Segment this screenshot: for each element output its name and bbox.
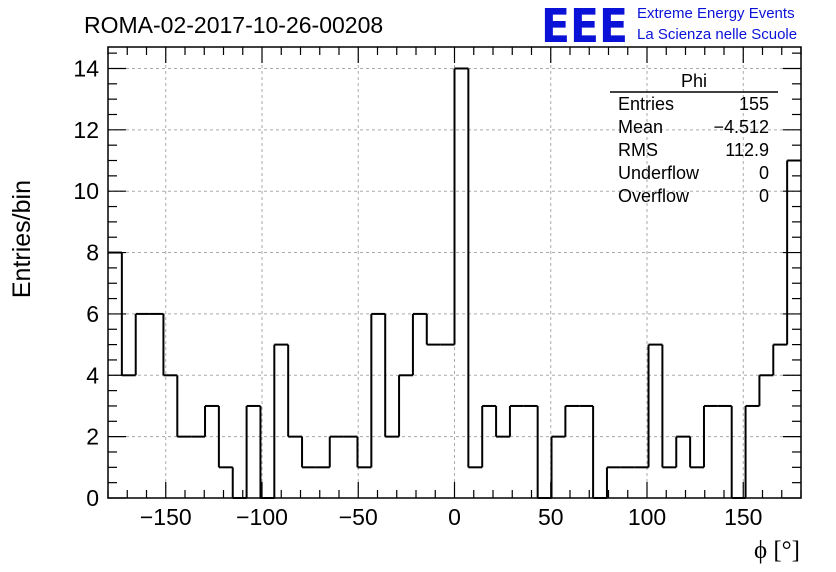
axes: [107, 46, 802, 499]
stats-rows: Entries 155 Mean −4.512 RMS 112.9 Underflow 0 Ov…: [618, 94, 769, 206]
y-tick-label: 2: [86, 424, 99, 450]
x-tick-label: 0: [448, 504, 461, 530]
y-tick-label: 0: [86, 485, 99, 511]
x-tick-label: −150: [140, 504, 192, 530]
y-tick-label: 6: [86, 301, 99, 327]
stats-row-label: RMS: [618, 140, 658, 160]
logo-line-1: Extreme Energy Events: [637, 5, 795, 22]
x-axis-label: ϕ [°]: [754, 537, 800, 564]
x-tick-labels: −150 −100 −50 0 50 100 150: [140, 504, 763, 530]
y-axis-label: Entries/bin: [8, 180, 36, 298]
y-tick-label: 12: [73, 117, 99, 143]
stats-row-label: Entries: [618, 94, 674, 114]
x-tick-label: −50: [339, 504, 378, 530]
stats-box: Phi Entries 155 Mean −4.512 RMS 112.9 Underflo…: [610, 71, 778, 206]
chart-title: ROMA-02-2017-10-26-00208: [84, 12, 383, 38]
stats-row-value: −4.512: [713, 117, 769, 137]
stats-title: Phi: [681, 71, 707, 91]
y-tick-label: 14: [73, 55, 99, 81]
stats-row-label: Underflow: [618, 163, 700, 183]
logo-mark: EEE: [541, 0, 628, 53]
stats-row-value: 0: [759, 163, 769, 183]
y-tick-labels: 0 2 4 6 8 10 12 14: [73, 55, 99, 511]
stats-row-value: 155: [739, 94, 769, 114]
x-tick-label: 50: [538, 504, 564, 530]
eee-logo: EEE Extreme Energy Events La Scienza nel…: [541, 0, 797, 53]
x-tick-label: 150: [724, 504, 762, 530]
y-tick-label: 4: [86, 362, 99, 388]
stats-row-label: Overflow: [618, 186, 690, 206]
logo-line-2: La Scienza nelle Scuole: [637, 26, 797, 43]
y-tick-label: 8: [86, 240, 99, 266]
stats-row-value: 0: [759, 186, 769, 206]
y-tick-label: 10: [73, 178, 99, 204]
stats-row-value: 112.9: [725, 140, 769, 160]
x-tick-label: 100: [628, 504, 666, 530]
stats-row-label: Mean: [618, 117, 663, 137]
x-tick-label: −100: [236, 504, 288, 530]
